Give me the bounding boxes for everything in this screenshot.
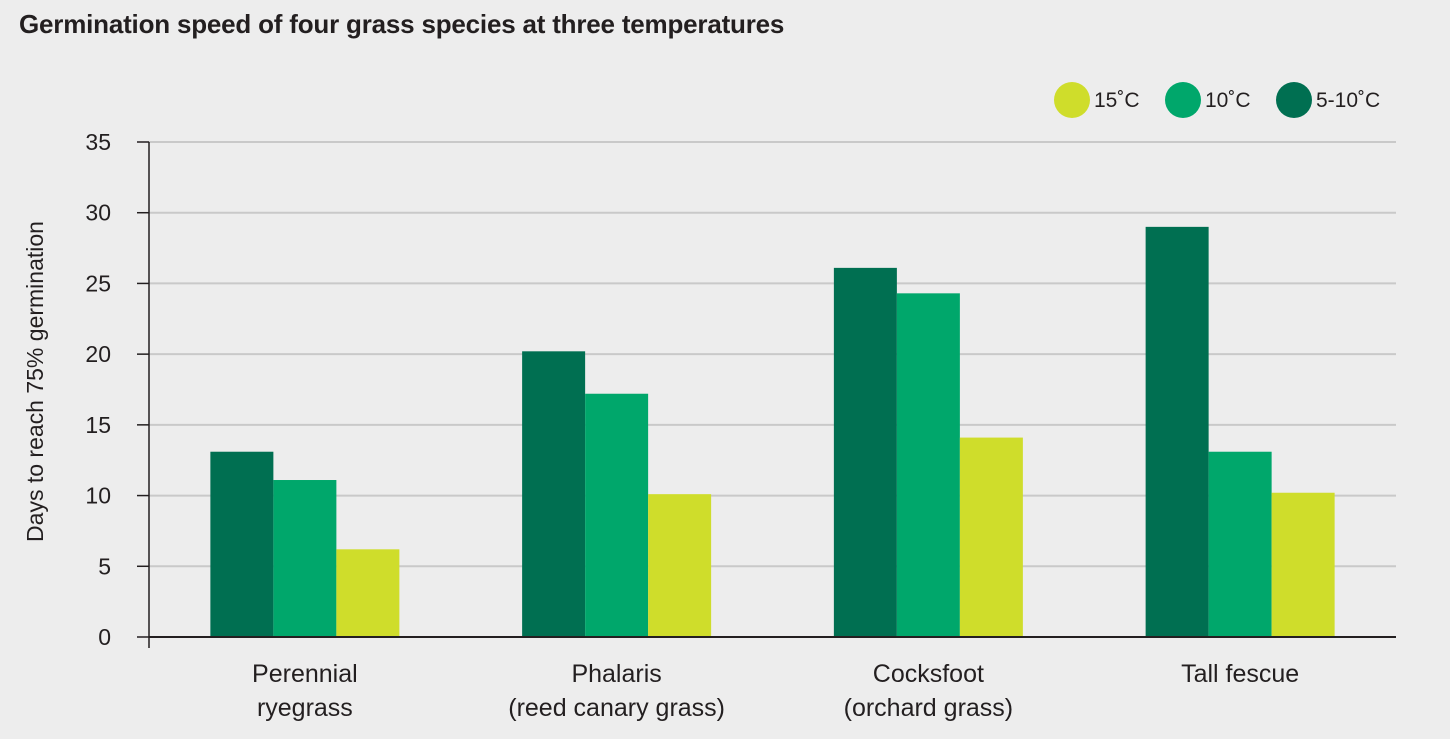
axes <box>137 141 1396 648</box>
y-tick-label: 10 <box>85 483 111 509</box>
x-category-label: (reed canary grass) <box>508 694 725 722</box>
y-tick-label: 15 <box>85 412 111 438</box>
bar <box>273 480 337 637</box>
bars <box>210 226 1335 637</box>
x-category-label: ryegrass <box>257 694 353 722</box>
y-tick-label: 20 <box>85 341 111 367</box>
bar <box>1271 492 1335 637</box>
bar <box>585 393 649 637</box>
y-axis-label: Days to reach 75% germination <box>22 221 48 542</box>
legend-swatch <box>1276 82 1312 118</box>
x-category-label: Phalaris <box>571 660 661 688</box>
bar <box>1145 226 1209 637</box>
legend-swatch <box>1054 82 1090 118</box>
legend: 15˚C 10˚C 5-10˚C <box>1054 82 1380 118</box>
bar <box>648 494 712 637</box>
labels: 0 5 10 15 20 25 30 35 Days to reach 75% germinat… <box>22 129 1299 722</box>
x-category-label: Cocksfoot <box>873 660 984 688</box>
y-tick-label: 0 <box>98 624 111 650</box>
legend-swatch <box>1165 82 1201 118</box>
bar <box>1208 451 1272 637</box>
legend-label: 5-10˚C <box>1316 89 1380 112</box>
bar <box>522 351 586 637</box>
y-tick-label: 30 <box>85 200 111 226</box>
bar <box>896 293 960 637</box>
x-category-label: Perennial <box>252 660 358 688</box>
bar <box>336 549 400 637</box>
bar <box>833 267 897 637</box>
bar <box>210 451 274 637</box>
chart-title: Germination speed of four grass species … <box>19 9 785 39</box>
y-tick-label: 5 <box>98 553 111 579</box>
x-category-label: (orchard grass) <box>844 694 1014 722</box>
y-tick-label: 35 <box>85 129 111 155</box>
bar <box>959 437 1023 637</box>
legend-label: 15˚C <box>1094 89 1140 112</box>
y-tick-label: 25 <box>85 270 111 296</box>
x-category-label: Tall fescue <box>1181 660 1299 688</box>
legend-label: 10˚C <box>1205 89 1251 112</box>
